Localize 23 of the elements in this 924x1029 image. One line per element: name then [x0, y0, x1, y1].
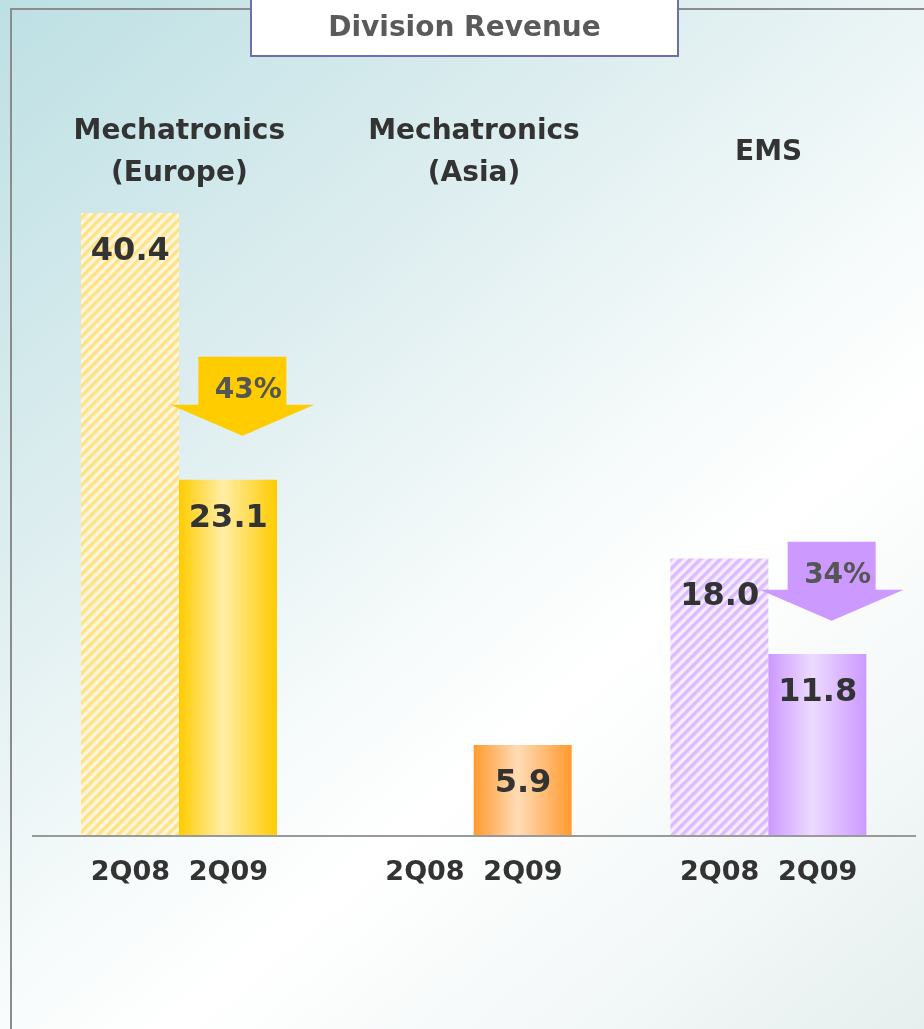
x-tick-label: Mechatronics (Asia) — [368, 112, 580, 188]
data-label: 40.4 — [90, 230, 170, 268]
series-label: 2Q09 — [188, 854, 268, 886]
data-label: 5.9 — [494, 762, 552, 801]
bar — [179, 479, 277, 836]
chart-title: Division Revenue — [328, 10, 601, 43]
title-box: Division Revenue — [250, 0, 679, 57]
text: 2Q09 — [778, 854, 858, 886]
data-label: 11.8 — [778, 671, 858, 710]
text: 2Q08 — [680, 854, 760, 886]
text: 2Q09 — [483, 854, 563, 886]
x-tick-label: EMS — [735, 133, 803, 167]
bar — [81, 213, 179, 836]
series-label: 2Q08 — [90, 854, 170, 886]
data-label: 18.0 — [680, 575, 760, 614]
annotation: 34% — [804, 557, 872, 591]
x-tick-label: Mechatronics (Europe) — [73, 112, 286, 188]
bar — [670, 558, 769, 836]
bar — [473, 745, 572, 836]
annotation: 43% — [214, 372, 282, 406]
data-label: 23.1 — [188, 496, 268, 535]
bar — [768, 654, 867, 836]
text: 2Q08 — [385, 854, 465, 886]
